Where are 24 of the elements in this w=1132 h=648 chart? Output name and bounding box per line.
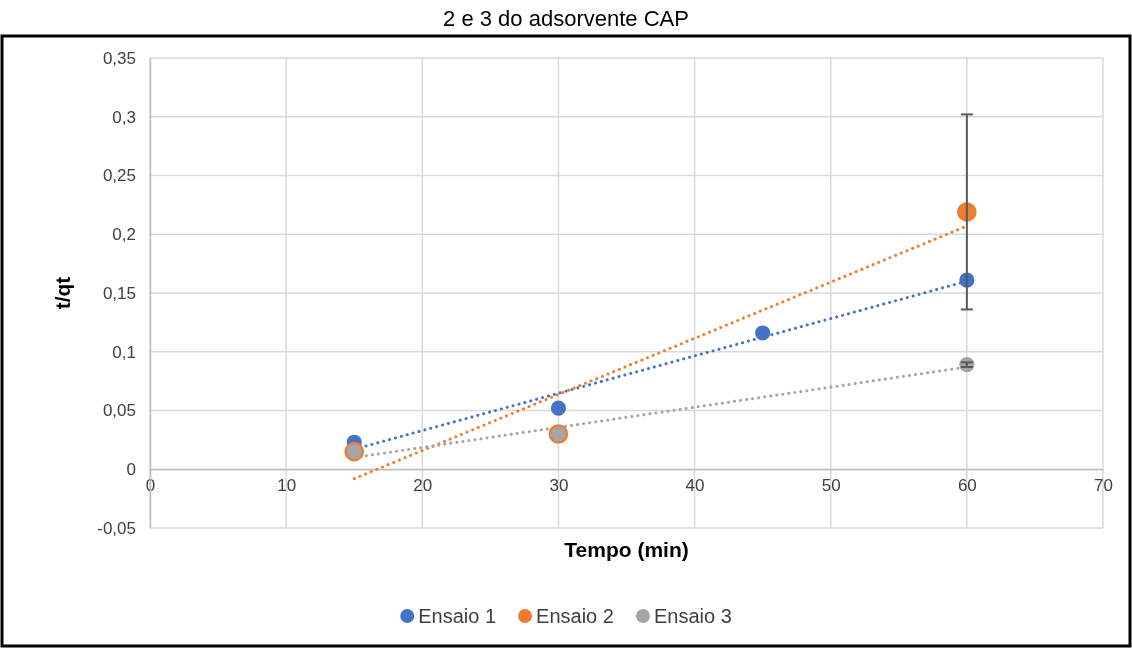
chart-title: 2 e 3 do adsorvente CAP [443, 6, 689, 31]
y-tick-label: 0,35 [102, 48, 136, 68]
x-tick-label: 60 [957, 476, 977, 496]
x-axis-title: Tempo (min) [564, 538, 689, 561]
y-tick-label: -0,05 [97, 518, 136, 538]
legend-label: Ensaio 1 [418, 605, 497, 627]
legend-label: Ensaio 3 [653, 605, 732, 627]
y-tick-label: 0,2 [112, 225, 136, 245]
y-tick-label: 0,1 [112, 342, 136, 362]
x-tick-label: 40 [685, 476, 705, 496]
x-tick-label: 70 [1094, 476, 1113, 496]
y-tick-label: 0,15 [102, 283, 136, 303]
x-tick-label: 30 [549, 476, 569, 496]
x-tick-label: 20 [413, 476, 433, 496]
point [755, 325, 771, 341]
y-tick-label: 0,3 [112, 107, 136, 127]
y-axis-title: t/qt [51, 276, 74, 310]
x-tick-label: 10 [277, 476, 297, 496]
y-tick-label: 0,05 [102, 401, 136, 421]
y-tick-label: 0,25 [102, 166, 136, 186]
x-tick-label: 50 [821, 476, 841, 496]
point [550, 400, 566, 416]
y-tick-label: 0 [126, 460, 136, 480]
legend-label: Ensaio 2 [536, 605, 614, 627]
